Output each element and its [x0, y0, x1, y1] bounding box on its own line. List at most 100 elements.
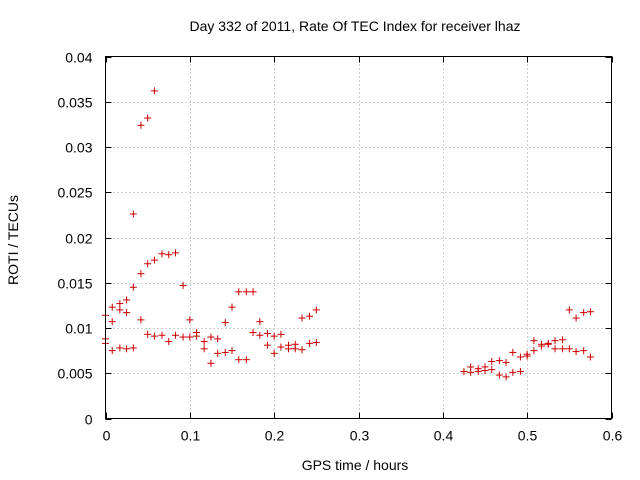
plot-frame — [105, 56, 612, 419]
data-point — [228, 347, 236, 355]
data-point — [228, 303, 236, 311]
data-point — [586, 308, 594, 316]
y-tick-label: 0.015 — [57, 276, 92, 292]
data-point — [214, 349, 222, 357]
data-point — [158, 331, 166, 339]
data-point — [158, 250, 166, 258]
data-point — [467, 368, 475, 376]
data-point — [312, 306, 320, 314]
data-point — [144, 114, 152, 122]
data-point — [572, 314, 580, 322]
data-point — [291, 345, 299, 353]
data-point — [123, 345, 131, 353]
data-point — [137, 316, 145, 324]
x-tick-label: 0 — [103, 428, 111, 444]
data-point — [256, 331, 264, 339]
data-point — [481, 367, 489, 375]
data-point — [270, 332, 278, 340]
data-point — [242, 288, 250, 296]
data-point — [137, 121, 145, 129]
data-point — [242, 356, 250, 364]
data-point — [285, 345, 293, 353]
data-point — [144, 260, 152, 268]
data-point — [235, 356, 243, 364]
data-point — [495, 357, 503, 365]
data-point — [221, 348, 229, 356]
data-point — [214, 335, 222, 343]
y-axis-ticks: 0 0.005 0.01 0.015 0.02 0.025 0.03 0.035 0.04 — [57, 50, 612, 428]
x-axis-ticks: 0 0.1 0.2 0.3 0.4 0.5 0.6 — [103, 56, 623, 444]
data-point — [207, 333, 215, 341]
y-axis-label: ROTI / TECUs — [5, 195, 21, 285]
data-point — [565, 306, 573, 314]
data-point — [277, 330, 285, 338]
data-point — [150, 256, 158, 264]
data-point — [460, 367, 468, 375]
y-tick-label: 0.01 — [65, 321, 92, 337]
data-point — [129, 283, 137, 291]
data-point — [580, 309, 588, 317]
data-point — [530, 337, 538, 345]
data-point — [551, 345, 559, 353]
data-point — [144, 330, 152, 338]
data-point — [129, 210, 137, 218]
chart-title: Day 332 of 2011, Rate Of TEC Index for r… — [190, 18, 521, 34]
data-point — [165, 338, 173, 346]
data-point — [200, 338, 208, 346]
data-point — [179, 281, 187, 289]
data-point — [123, 309, 131, 317]
data-point — [129, 344, 137, 352]
data-point — [116, 306, 124, 314]
data-point — [509, 368, 517, 376]
data-point — [298, 314, 306, 322]
data-point — [249, 329, 257, 337]
data-point — [530, 347, 538, 355]
data-point — [580, 347, 588, 355]
data-point — [235, 288, 243, 296]
x-tick-label: 0.4 — [434, 428, 454, 444]
y-tick-label: 0 — [85, 412, 93, 428]
data-point — [256, 318, 264, 326]
data-point — [263, 329, 271, 337]
data-points — [102, 87, 594, 381]
data-point — [551, 337, 559, 345]
data-point — [108, 303, 116, 311]
data-point — [186, 333, 194, 341]
x-axis-label: GPS time / hours — [302, 457, 409, 473]
data-point — [193, 332, 201, 340]
data-point — [502, 373, 510, 381]
data-point — [108, 318, 116, 326]
data-point — [123, 296, 131, 304]
data-point — [186, 316, 194, 324]
data-point — [270, 349, 278, 357]
data-point — [523, 352, 531, 360]
data-point — [488, 357, 496, 365]
data-point — [137, 270, 145, 278]
data-point — [495, 371, 503, 379]
y-tick-label: 0.025 — [57, 185, 92, 201]
data-point — [200, 345, 208, 353]
x-tick-label: 0.6 — [603, 428, 623, 444]
x-tick-label: 0.3 — [350, 428, 370, 444]
data-point — [165, 251, 173, 259]
data-point — [116, 344, 124, 352]
data-point — [306, 339, 314, 347]
x-tick-label: 0.1 — [181, 428, 201, 444]
y-tick-label: 0.005 — [57, 366, 92, 382]
data-point — [312, 338, 320, 346]
x-tick-label: 0.5 — [518, 428, 538, 444]
data-point — [108, 347, 116, 355]
y-tick-label: 0.02 — [65, 231, 92, 247]
data-point — [538, 342, 546, 350]
data-point — [171, 249, 179, 257]
data-point — [502, 358, 510, 366]
data-point — [586, 353, 594, 361]
data-point — [116, 300, 124, 308]
data-point — [565, 345, 573, 353]
data-point — [207, 359, 215, 367]
data-point — [516, 353, 524, 361]
grid-lines — [105, 56, 612, 419]
data-point — [179, 333, 187, 341]
data-point — [516, 367, 524, 375]
